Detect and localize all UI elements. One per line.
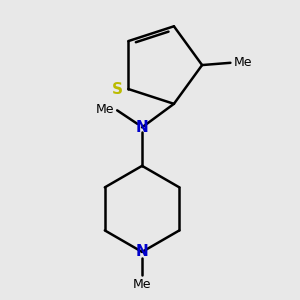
Text: N: N xyxy=(136,244,148,260)
Text: Me: Me xyxy=(133,278,151,291)
Text: N: N xyxy=(136,120,148,135)
Text: S: S xyxy=(112,82,123,97)
Text: Me: Me xyxy=(95,103,114,116)
Text: Me: Me xyxy=(234,56,252,69)
